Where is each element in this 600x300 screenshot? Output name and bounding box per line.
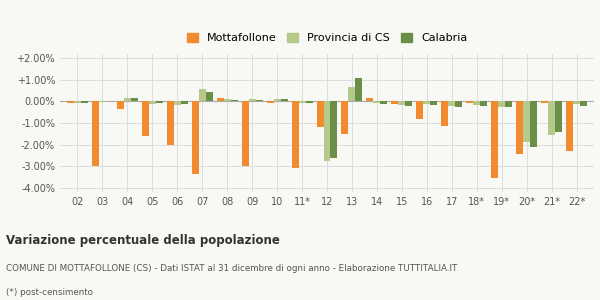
Bar [530, 101, 537, 147]
Bar [406, 101, 412, 106]
Bar [99, 101, 106, 102]
Bar [355, 78, 362, 101]
Bar [380, 101, 388, 103]
Bar [448, 101, 455, 106]
Bar [548, 101, 555, 135]
Bar [373, 101, 380, 103]
Bar [67, 101, 74, 103]
Bar [349, 87, 355, 101]
Bar [416, 101, 424, 119]
Bar [491, 101, 498, 178]
Bar [367, 98, 373, 101]
Bar [266, 101, 274, 103]
Bar [181, 101, 188, 104]
Bar [331, 101, 337, 158]
Bar [74, 101, 81, 103]
Bar [124, 98, 131, 101]
Bar [473, 101, 480, 105]
Bar [242, 101, 248, 166]
Bar [299, 101, 305, 103]
Bar [224, 99, 230, 101]
Bar [217, 98, 224, 101]
Bar [523, 101, 530, 142]
Bar [424, 101, 430, 104]
Bar [505, 101, 512, 107]
Bar [430, 101, 437, 105]
Bar [323, 101, 331, 161]
Bar [305, 101, 313, 103]
Bar [174, 101, 181, 105]
Bar [142, 101, 149, 136]
Legend: Mottafollone, Provincia di CS, Calabria: Mottafollone, Provincia di CS, Calabria [183, 29, 471, 46]
Bar [480, 101, 487, 106]
Text: (*) post-censimento: (*) post-censimento [6, 288, 93, 297]
Bar [516, 101, 523, 154]
Bar [541, 101, 548, 103]
Bar [149, 101, 156, 103]
Bar [156, 101, 163, 103]
Bar [391, 101, 398, 103]
Bar [248, 99, 256, 101]
Bar [117, 101, 124, 109]
Bar [256, 100, 263, 101]
Text: Variazione percentuale della popolazione: Variazione percentuale della popolazione [6, 234, 280, 247]
Bar [230, 100, 238, 101]
Bar [573, 101, 580, 103]
Text: COMUNE DI MOTTAFOLLONE (CS) - Dati ISTAT al 31 dicembre di ogni anno - Elaborazi: COMUNE DI MOTTAFOLLONE (CS) - Dati ISTAT… [6, 264, 457, 273]
Bar [81, 101, 88, 103]
Bar [341, 101, 349, 134]
Bar [466, 101, 473, 103]
Bar [192, 101, 199, 174]
Bar [131, 98, 138, 101]
Bar [317, 101, 323, 127]
Bar [206, 92, 213, 101]
Bar [441, 101, 448, 126]
Bar [498, 101, 505, 107]
Bar [92, 101, 99, 166]
Bar [555, 101, 562, 132]
Bar [398, 101, 406, 105]
Bar [274, 99, 281, 101]
Bar [199, 88, 206, 101]
Bar [580, 101, 587, 106]
Bar [292, 101, 299, 168]
Bar [455, 101, 462, 107]
Bar [281, 99, 287, 101]
Bar [167, 101, 174, 145]
Bar [566, 101, 573, 151]
